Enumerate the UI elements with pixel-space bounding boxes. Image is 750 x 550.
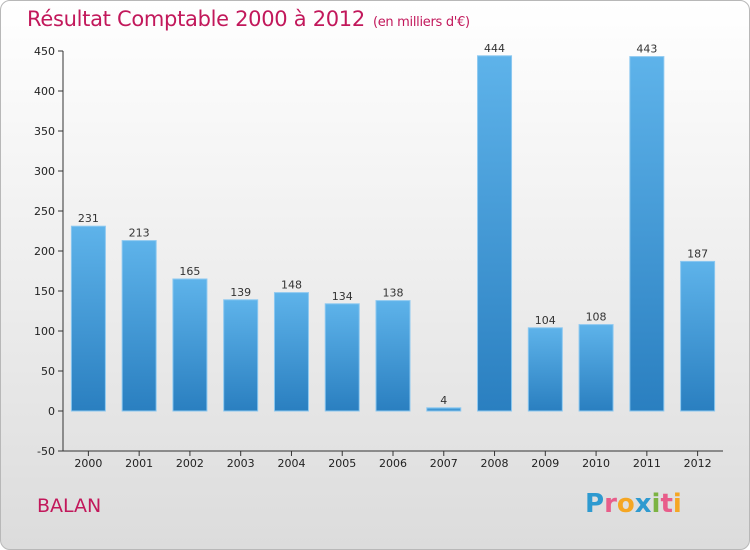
data-label-2011: 443 <box>636 43 657 56</box>
y-tick-label: 450 <box>34 45 55 58</box>
data-label-2004: 148 <box>281 279 302 292</box>
bar-2011 <box>629 56 665 412</box>
x-tick-label: 2001 <box>125 457 153 470</box>
bar-2004 <box>273 292 309 412</box>
y-tick-label: 400 <box>34 85 55 98</box>
data-label-2010: 108 <box>586 311 607 324</box>
bar-2007 <box>426 407 462 412</box>
proxiti-logo: Proxiti <box>585 489 682 519</box>
data-label-2002: 165 <box>179 265 200 278</box>
logo-letter: i <box>672 489 682 519</box>
chart-title: Résultat Comptable 2000 à 2012 (en millie… <box>27 7 470 31</box>
data-label-2007: 4 <box>440 394 447 407</box>
data-label-2006: 138 <box>383 287 404 300</box>
bar-2005 <box>324 303 360 412</box>
y-tick-label: 150 <box>34 285 55 298</box>
y-tick-label: 250 <box>34 205 55 218</box>
bar-2003 <box>223 299 259 412</box>
bar-2000 <box>70 225 106 412</box>
y-tick-label: 350 <box>34 125 55 138</box>
chart-title-text: Résultat Comptable 2000 à 2012 <box>27 7 365 31</box>
x-tick-label: 2004 <box>277 457 305 470</box>
y-tick-label: -50 <box>37 445 55 458</box>
bar-2008 <box>477 55 513 412</box>
x-tick-label: 2008 <box>481 457 509 470</box>
bar-2009 <box>527 327 563 412</box>
data-label-2000: 231 <box>78 212 99 225</box>
x-tick-label: 2000 <box>74 457 102 470</box>
bar-2006 <box>375 300 411 412</box>
y-tick-label: 200 <box>34 245 55 258</box>
data-label-2003: 139 <box>230 286 251 299</box>
data-label-2012: 187 <box>687 247 708 260</box>
chart-subtitle: (en milliers d'€) <box>372 15 470 30</box>
y-tick-label: 0 <box>48 405 55 418</box>
y-tick-label: 300 <box>34 165 55 178</box>
y-tick-label: 100 <box>34 325 55 338</box>
x-tick-label: 2009 <box>531 457 559 470</box>
data-label-2008: 444 <box>484 42 505 55</box>
x-tick-label: 2005 <box>328 457 356 470</box>
y-tick-label: 50 <box>41 365 55 378</box>
bar-2002 <box>172 278 208 412</box>
logo-letter: i <box>651 489 661 519</box>
bar-2010 <box>578 324 614 412</box>
x-tick-label: 2007 <box>430 457 458 470</box>
logo-letter: r <box>604 489 617 519</box>
x-tick-label: 2011 <box>633 457 661 470</box>
logo-letter: o <box>616 489 635 519</box>
x-tick-label: 2006 <box>379 457 407 470</box>
logo-letter: x <box>634 489 652 519</box>
x-tick-label: 2002 <box>176 457 204 470</box>
x-tick-label: 2012 <box>684 457 712 470</box>
data-label-2009: 104 <box>535 314 556 327</box>
logo-letter: P <box>585 489 605 519</box>
x-tick-label: 2010 <box>582 457 610 470</box>
logo-letter: t <box>660 489 673 519</box>
bar-2001 <box>121 240 157 412</box>
data-label-2005: 134 <box>332 290 353 303</box>
data-label-2001: 213 <box>129 227 150 240</box>
bar-2012 <box>680 260 716 412</box>
x-tick-label: 2003 <box>227 457 255 470</box>
place-name: BALAN <box>37 495 102 517</box>
